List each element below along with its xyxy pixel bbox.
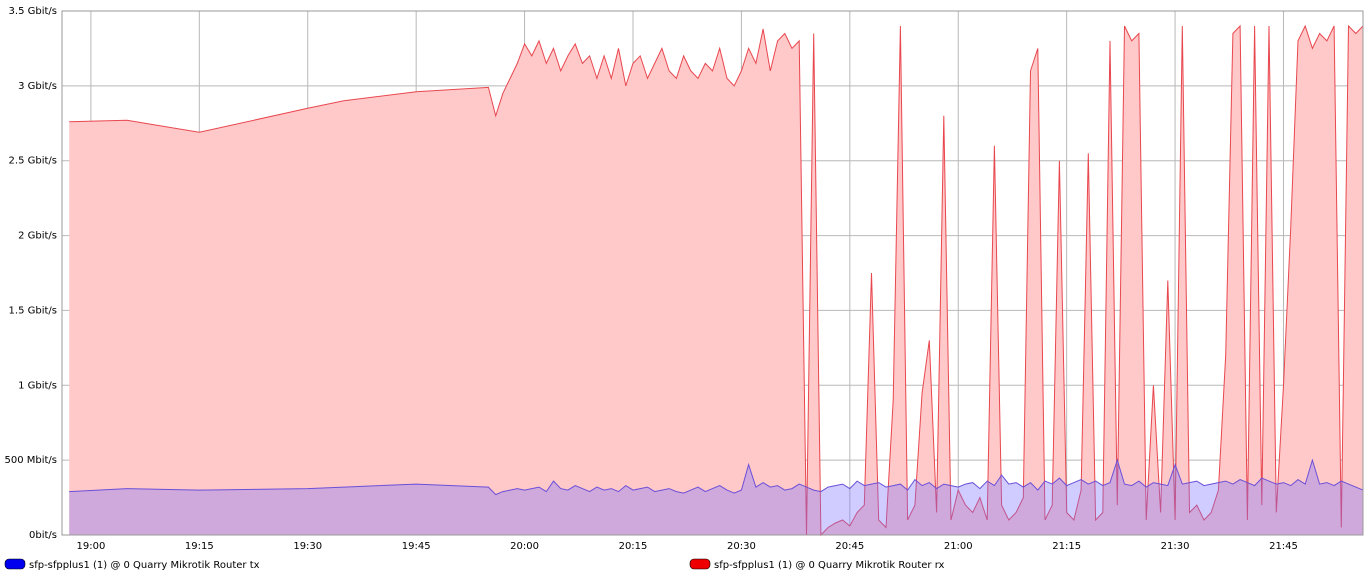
y-tick-label: 1 Gbit/s: [18, 380, 57, 391]
x-tick-label: 19:00: [76, 541, 105, 552]
y-tick-label: 3.5 Gbit/s: [9, 6, 57, 17]
y-tick-label: 2 Gbit/s: [18, 231, 57, 242]
x-tick-label: 20:00: [510, 541, 539, 552]
area-fill: [69, 26, 1364, 535]
x-tick-label: 21:45: [1269, 541, 1298, 552]
area-fill: [69, 460, 1364, 535]
x-tick-label: 19:30: [293, 541, 322, 552]
series-line: [69, 458, 1364, 496]
x-tick-label: 20:45: [835, 541, 864, 552]
y-tick-label: 2.5 Gbit/s: [9, 156, 57, 167]
x-tick-label: 19:45: [402, 541, 431, 552]
legend-label: sfp-sfpplus1 (1) @ 0 Quarry Mikrotik Rou…: [29, 560, 260, 571]
legend-swatch: [689, 558, 711, 570]
x-tick-label: 20:15: [619, 541, 648, 552]
x-tick-label: 21:00: [944, 541, 973, 552]
y-tick-label: 1.5 Gbit/s: [9, 305, 57, 316]
x-tick-label: 19:15: [185, 541, 214, 552]
series-line: [69, 24, 1364, 537]
x-tick-label: 21:15: [1052, 541, 1081, 552]
y-tick-label: 500 Mbit/s: [4, 455, 57, 466]
y-tick-label: 3 Gbit/s: [18, 81, 57, 92]
x-tick-label: 21:30: [1161, 541, 1190, 552]
plot-frame: [61, 10, 1364, 536]
legend-label: sfp-sfpplus1 (1) @ 0 Quarry Mikrotik Rou…: [714, 560, 945, 571]
x-tick-label: 20:30: [727, 541, 756, 552]
legend-swatch: [4, 558, 26, 570]
y-tick-label: 0bit/s: [29, 530, 57, 541]
